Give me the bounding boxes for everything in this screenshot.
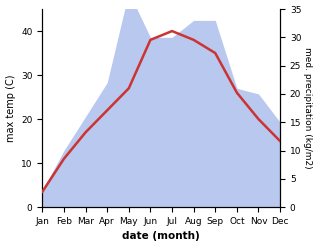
Y-axis label: med. precipitation (kg/m2): med. precipitation (kg/m2) xyxy=(303,47,313,169)
Y-axis label: max temp (C): max temp (C) xyxy=(5,74,16,142)
X-axis label: date (month): date (month) xyxy=(122,231,200,242)
